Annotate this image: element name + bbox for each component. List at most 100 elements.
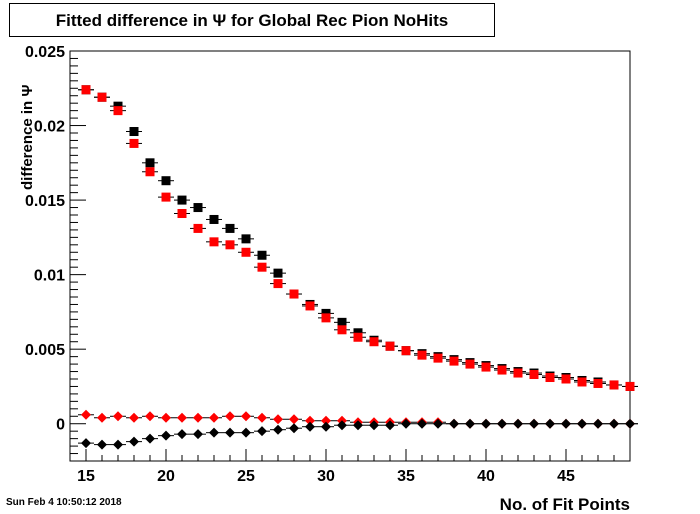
- data-point-diamond-s3: [193, 429, 203, 440]
- plot-frame: [69, 50, 631, 462]
- data-marks: [78, 85, 638, 450]
- data-point-square-s1: [417, 350, 427, 360]
- data-point-diamond-s3: [609, 418, 619, 429]
- data-point-square-s1: [353, 332, 363, 342]
- y-tick-label: 0.025: [25, 44, 65, 61]
- data-point-diamond-s2: [161, 412, 171, 423]
- data-point-square-s0: [241, 234, 251, 244]
- data-point-square-s0: [193, 203, 203, 213]
- data-point-diamond-s3: [625, 418, 635, 429]
- data-point-square-s1: [321, 313, 331, 323]
- data-point-square-s1: [97, 92, 107, 102]
- data-point-diamond-s3: [593, 418, 603, 429]
- data-point-diamond-s2: [209, 412, 219, 423]
- data-point-square-s0: [337, 317, 347, 327]
- data-point-diamond-s3: [97, 439, 107, 450]
- data-point-diamond-s3: [145, 433, 155, 444]
- y-axis-label: difference in Ψ: [19, 85, 36, 191]
- data-point-diamond-s3: [321, 421, 331, 432]
- data-point-square-s1: [129, 138, 139, 148]
- data-point-diamond-s2: [321, 415, 331, 426]
- data-point-square-s1: [113, 106, 123, 116]
- data-point-square-s1: [257, 262, 267, 272]
- data-point-diamond-s3: [481, 418, 491, 429]
- x-tick-label: 15: [77, 468, 95, 485]
- data-point-square-s1: [545, 373, 555, 383]
- data-point-diamond-s3: [305, 421, 315, 432]
- data-point-square-s1: [193, 223, 203, 233]
- data-point-diamond-s2: [145, 411, 155, 422]
- y-tick-label: 0: [56, 417, 65, 434]
- x-tick-label: 45: [557, 468, 575, 485]
- data-point-diamond-s3: [289, 423, 299, 434]
- data-point-diamond-s3: [209, 427, 219, 438]
- x-tick-label: 20: [157, 468, 175, 485]
- axes: 15 20 25 30 35 40 45 0 0.005 0.01 0.015 0.02 0.025: [25, 44, 631, 485]
- data-point-square-s1: [177, 209, 187, 219]
- x-tick-label: 25: [237, 468, 255, 485]
- data-point-square-s1: [289, 289, 299, 299]
- data-point-diamond-s3: [497, 418, 507, 429]
- data-point-square-s1: [305, 301, 315, 311]
- data-point-diamond-s2: [113, 411, 123, 422]
- data-point-square-s0: [177, 195, 187, 205]
- data-point-square-s0: [257, 250, 267, 260]
- y-tick-label: 0.015: [25, 193, 65, 210]
- data-point-square-s1: [481, 362, 491, 372]
- data-point-diamond-s2: [241, 411, 251, 422]
- data-point-diamond-s3: [465, 418, 475, 429]
- data-point-square-s1: [465, 359, 475, 369]
- data-point-diamond-s3: [257, 426, 267, 437]
- x-tick-label: 40: [477, 468, 495, 485]
- data-point-diamond-s2: [177, 412, 187, 423]
- x-tick-label: 35: [397, 468, 415, 485]
- data-point-diamond-s3: [161, 430, 171, 441]
- data-point-diamond-s3: [353, 420, 363, 431]
- y-tick-label: 0.01: [34, 268, 65, 285]
- data-point-diamond-s2: [193, 412, 203, 423]
- data-point-diamond-s2: [81, 409, 91, 420]
- data-point-diamond-s3: [385, 420, 395, 431]
- data-point-diamond-s3: [433, 418, 443, 429]
- timestamp: Sun Feb 4 10:50:12 2018: [6, 497, 122, 508]
- data-point-square-s1: [529, 370, 539, 380]
- data-point-square-s1: [433, 353, 443, 363]
- y-tick-label: 0.005: [25, 342, 65, 359]
- data-point-diamond-s3: [369, 420, 379, 431]
- data-point-square-s1: [561, 374, 571, 384]
- data-point-square-s1: [593, 378, 603, 388]
- data-point-square-s1: [513, 368, 523, 378]
- x-axis-label: No. of Fit Points: [500, 495, 630, 514]
- data-point-diamond-s3: [561, 418, 571, 429]
- data-point-square-s1: [609, 380, 619, 390]
- data-point-diamond-s3: [273, 424, 283, 435]
- data-point-diamond-s3: [81, 438, 91, 449]
- data-point-square-s0: [129, 127, 139, 137]
- data-point-diamond-s2: [257, 412, 267, 423]
- data-point-square-s1: [225, 240, 235, 250]
- data-point-square-s1: [449, 356, 459, 366]
- data-point-square-s1: [625, 381, 635, 391]
- data-point-square-s0: [225, 223, 235, 233]
- data-point-diamond-s2: [129, 412, 139, 423]
- data-point-diamond-s3: [529, 418, 539, 429]
- data-point-diamond-s3: [449, 418, 459, 429]
- data-point-square-s1: [401, 346, 411, 356]
- chart-title-box: Fitted difference in Ψ for Global Rec Pi…: [9, 3, 495, 37]
- data-point-diamond-s2: [289, 414, 299, 425]
- data-point-square-s0: [273, 268, 283, 278]
- chart-title: Fitted difference in Ψ for Global Rec Pi…: [55, 11, 449, 30]
- data-point-diamond-s3: [113, 439, 123, 450]
- data-point-square-s1: [145, 167, 155, 177]
- data-point-square-s0: [145, 158, 155, 168]
- data-point-diamond-s2: [97, 412, 107, 423]
- x-tick-label: 30: [317, 468, 335, 485]
- data-point-square-s1: [161, 192, 171, 202]
- data-point-diamond-s2: [273, 414, 283, 425]
- data-point-square-s1: [81, 85, 91, 95]
- data-point-diamond-s3: [337, 420, 347, 431]
- data-point-square-s1: [209, 237, 219, 247]
- data-point-square-s1: [241, 247, 251, 257]
- data-point-diamond-s3: [417, 418, 427, 429]
